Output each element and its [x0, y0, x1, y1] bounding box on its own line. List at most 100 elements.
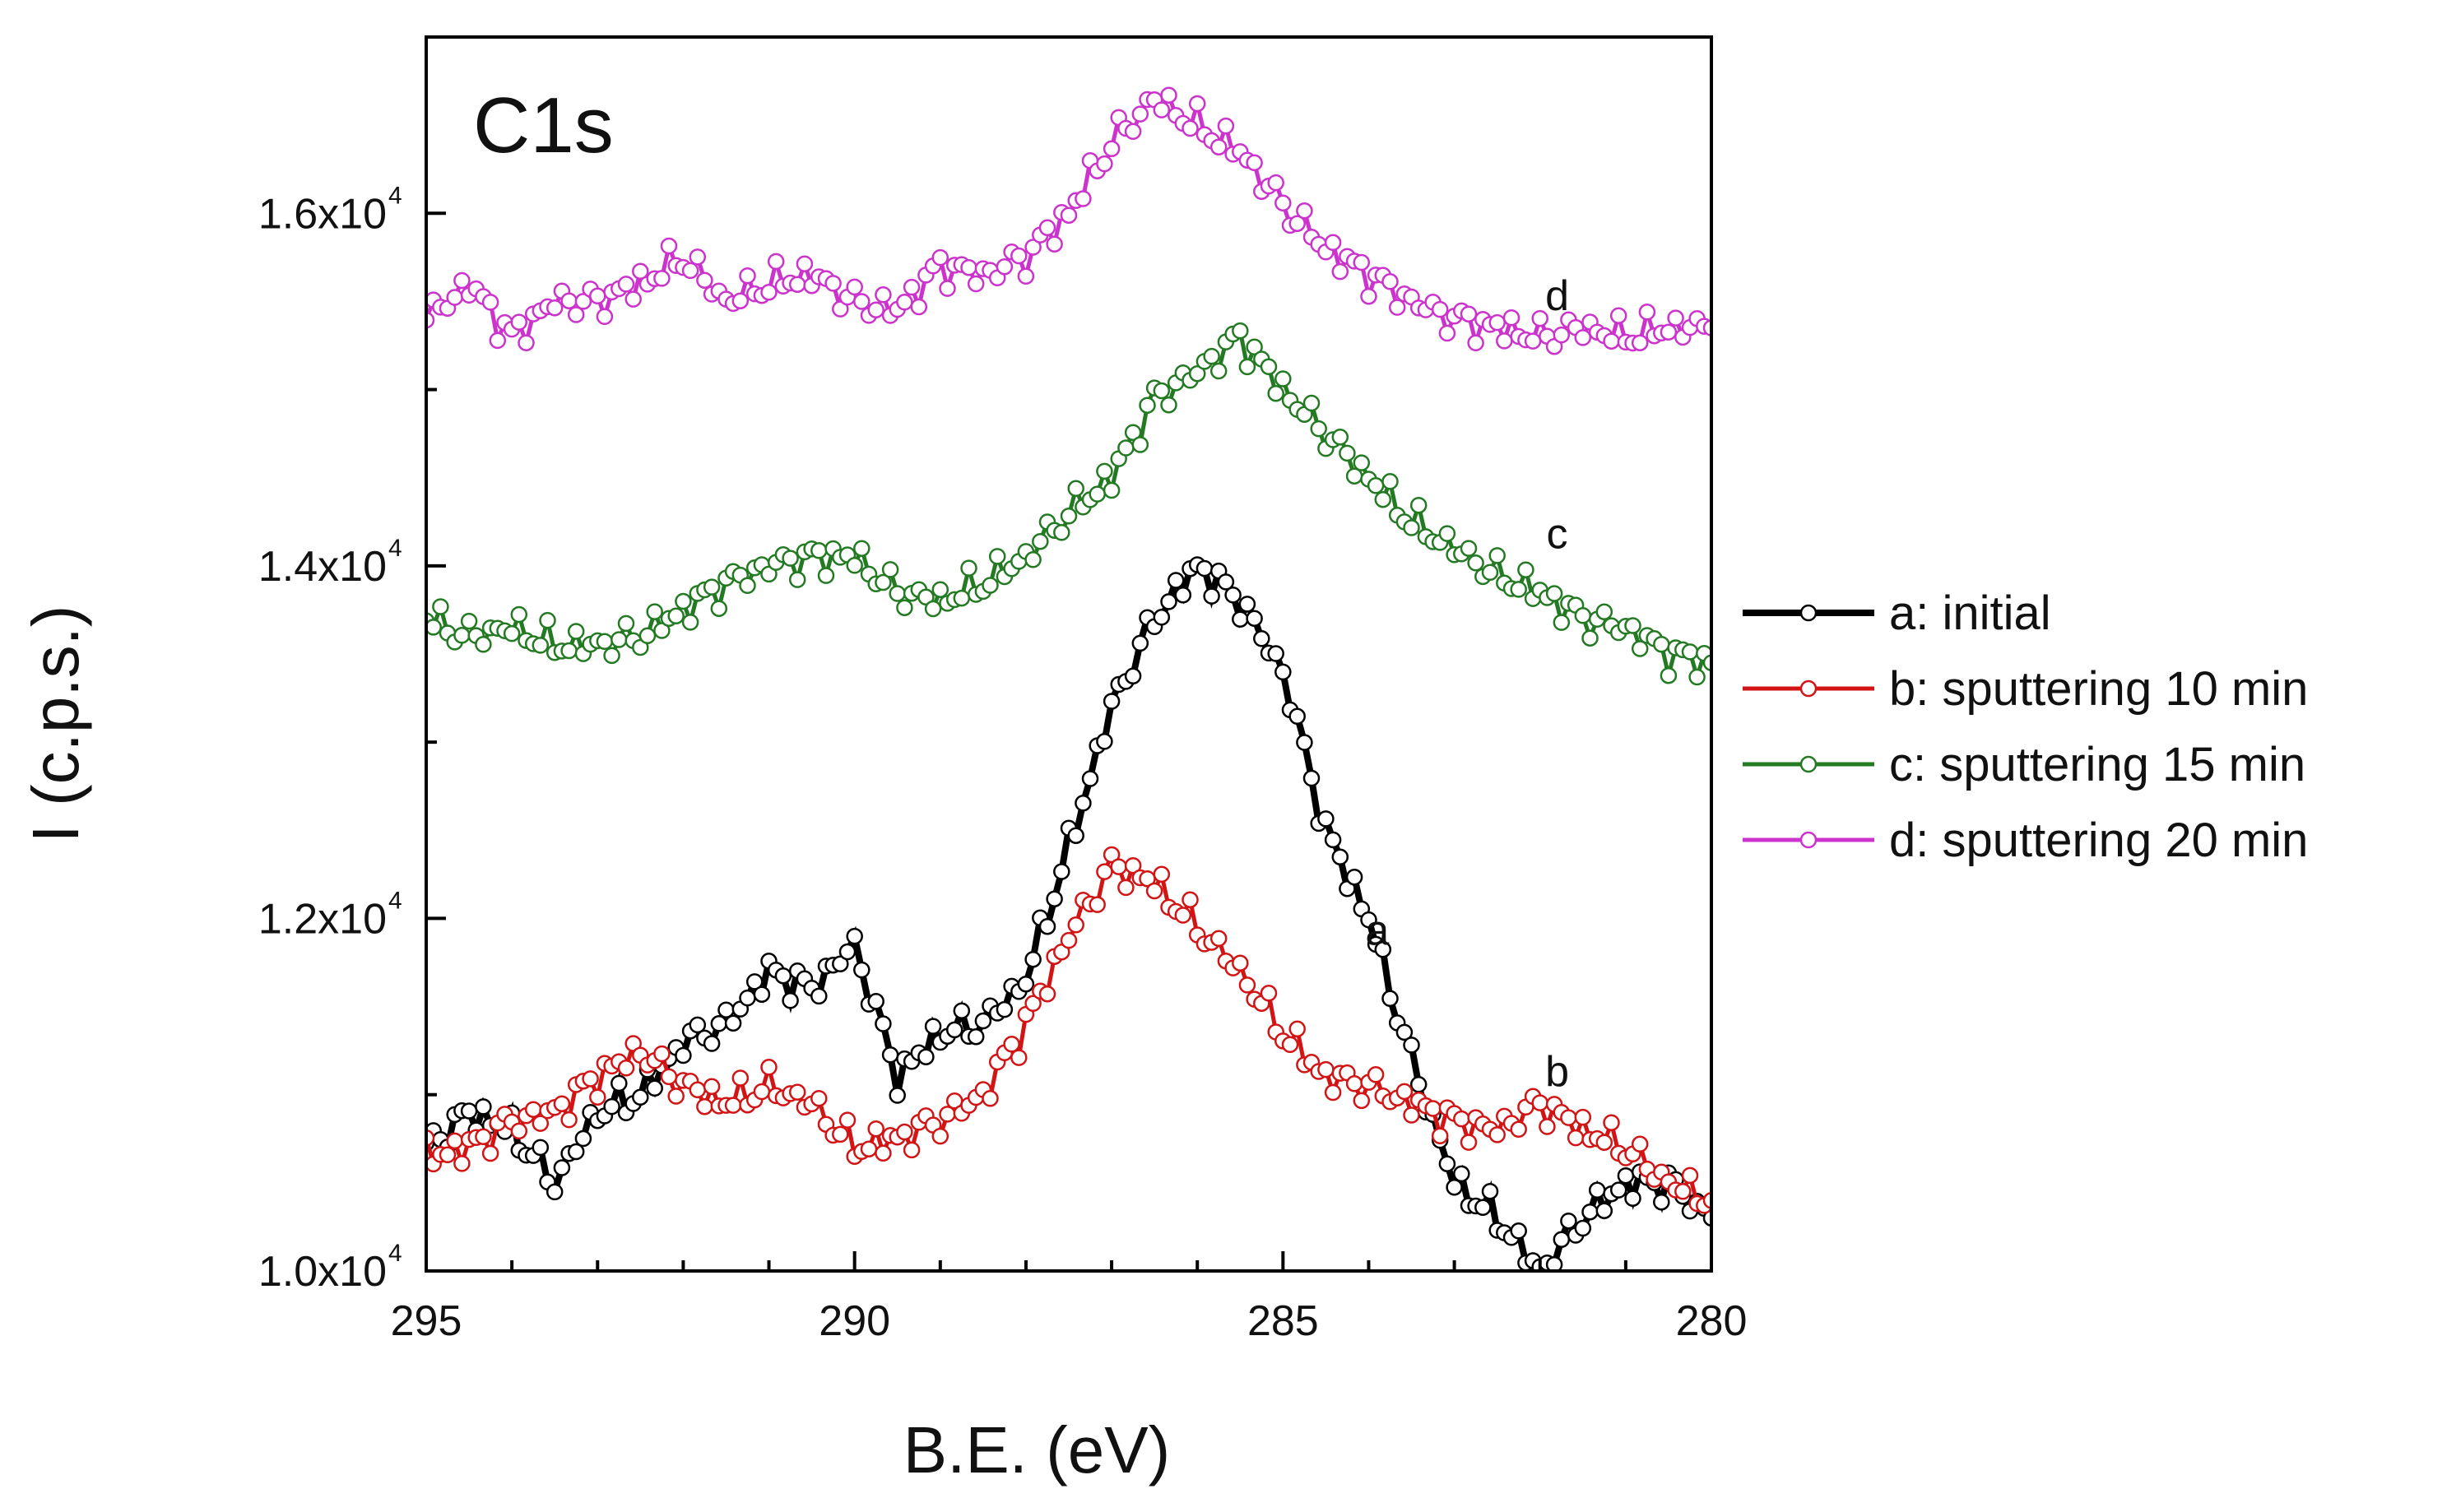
data-point-b	[1488, 1126, 1506, 1143]
data-point-d	[1488, 313, 1506, 332]
data-point-a	[603, 1097, 620, 1115]
legend-item-d: d: sputtering 20 min	[1743, 814, 2308, 867]
data-point-d	[903, 278, 921, 296]
data-point-d	[1467, 334, 1484, 352]
legend-swatch-marker	[1799, 679, 1818, 698]
data-point-a	[553, 1159, 571, 1176]
data-point-a	[1581, 1203, 1599, 1221]
data-point-d	[453, 271, 471, 290]
data-point-d	[1267, 174, 1284, 192]
data-point-c	[1510, 581, 1527, 598]
data-point-b	[1238, 976, 1256, 994]
data-point-c	[667, 607, 685, 625]
data-point-d	[832, 300, 849, 318]
data-point-d	[1038, 219, 1056, 237]
data-point-b	[510, 1122, 528, 1140]
data-point-b	[1182, 891, 1199, 908]
data-point-d	[1496, 332, 1513, 350]
data-point-d	[596, 308, 614, 326]
data-point-c	[924, 600, 942, 618]
data-point-a	[567, 1143, 585, 1161]
data-point-a	[460, 1102, 478, 1120]
data-point-c	[1624, 617, 1641, 634]
data-point-b	[903, 1141, 921, 1159]
data-point-d	[1360, 287, 1377, 305]
data-point-d	[967, 275, 985, 293]
curve-label-d: d	[1545, 272, 1569, 320]
data-point-a	[632, 1088, 649, 1106]
data-point-c	[1260, 358, 1278, 376]
data-point-d	[1502, 308, 1520, 327]
data-point-b	[446, 1132, 463, 1150]
data-point-a	[1274, 663, 1292, 681]
data-point-b	[860, 1140, 878, 1157]
data-point-c	[1096, 462, 1113, 480]
data-point-c	[460, 612, 478, 630]
data-point-d	[1702, 319, 1711, 336]
data-point-b	[1510, 1120, 1527, 1139]
data-point-c	[1188, 364, 1206, 383]
data-point-d	[875, 286, 892, 304]
data-point-b	[1110, 858, 1127, 875]
data-point-c	[1032, 532, 1049, 550]
data-point-b	[667, 1088, 685, 1105]
data-point-b	[1124, 856, 1142, 874]
chart-title: C1s	[473, 81, 614, 169]
data-point-a	[1395, 1023, 1414, 1041]
data-point-a	[853, 961, 871, 979]
data-point-b	[1038, 985, 1056, 1003]
data-point-b	[481, 1144, 499, 1162]
data-point-c	[1545, 585, 1563, 602]
data-point-b	[1345, 1075, 1363, 1092]
data-point-d	[489, 332, 507, 350]
data-point-a	[1609, 1181, 1627, 1199]
data-point-a	[1331, 848, 1349, 865]
plot-frame	[425, 35, 1713, 1273]
data-point-a	[1409, 1076, 1428, 1093]
data-point-a	[1510, 1222, 1527, 1240]
x-tick-label: 290	[819, 1297, 890, 1345]
data-point-b	[1353, 1092, 1371, 1110]
data-point-d	[518, 334, 535, 351]
data-point-b	[867, 1120, 884, 1138]
data-point-c	[846, 557, 863, 574]
data-point-c	[782, 550, 799, 567]
data-point-c	[982, 577, 999, 594]
data-point-c	[603, 647, 620, 665]
data-point-c	[532, 637, 550, 654]
data-point-c	[596, 633, 614, 651]
data-point-d	[632, 262, 649, 281]
data-point-a	[1131, 634, 1149, 652]
data-point-a	[1196, 559, 1214, 577]
data-point-a	[810, 987, 828, 1005]
data-point-d	[1153, 101, 1171, 118]
data-point-c	[1246, 338, 1263, 356]
data-point-a	[546, 1183, 564, 1201]
data-point-d	[1017, 267, 1035, 285]
data-point-d	[1060, 206, 1078, 224]
data-point-d	[1131, 105, 1149, 123]
data-point-d	[1353, 253, 1371, 271]
data-point-c	[1681, 643, 1699, 661]
data-point-c	[710, 600, 728, 617]
data-point-a	[1595, 1202, 1613, 1219]
data-point-a	[1238, 596, 1256, 613]
x-tick-label: 285	[1247, 1297, 1319, 1345]
data-point-b	[1024, 995, 1042, 1013]
data-point-b	[1367, 1066, 1385, 1083]
data-point-c	[426, 619, 442, 636]
y-tick-exponent: 4	[388, 535, 402, 562]
data-point-a	[832, 955, 849, 972]
data-point-b	[1424, 1100, 1442, 1117]
data-point-c	[988, 548, 1006, 565]
data-point-c	[1274, 370, 1292, 387]
data-point-d	[446, 289, 463, 306]
data-point-c	[1488, 547, 1506, 564]
data-point-a	[1381, 990, 1399, 1008]
data-point-b	[582, 1070, 599, 1088]
data-point-b	[475, 1128, 492, 1146]
data-point-c	[638, 627, 657, 645]
data-point-a	[1624, 1190, 1641, 1207]
data-point-a	[996, 1000, 1014, 1018]
data-point-d	[1010, 247, 1028, 265]
